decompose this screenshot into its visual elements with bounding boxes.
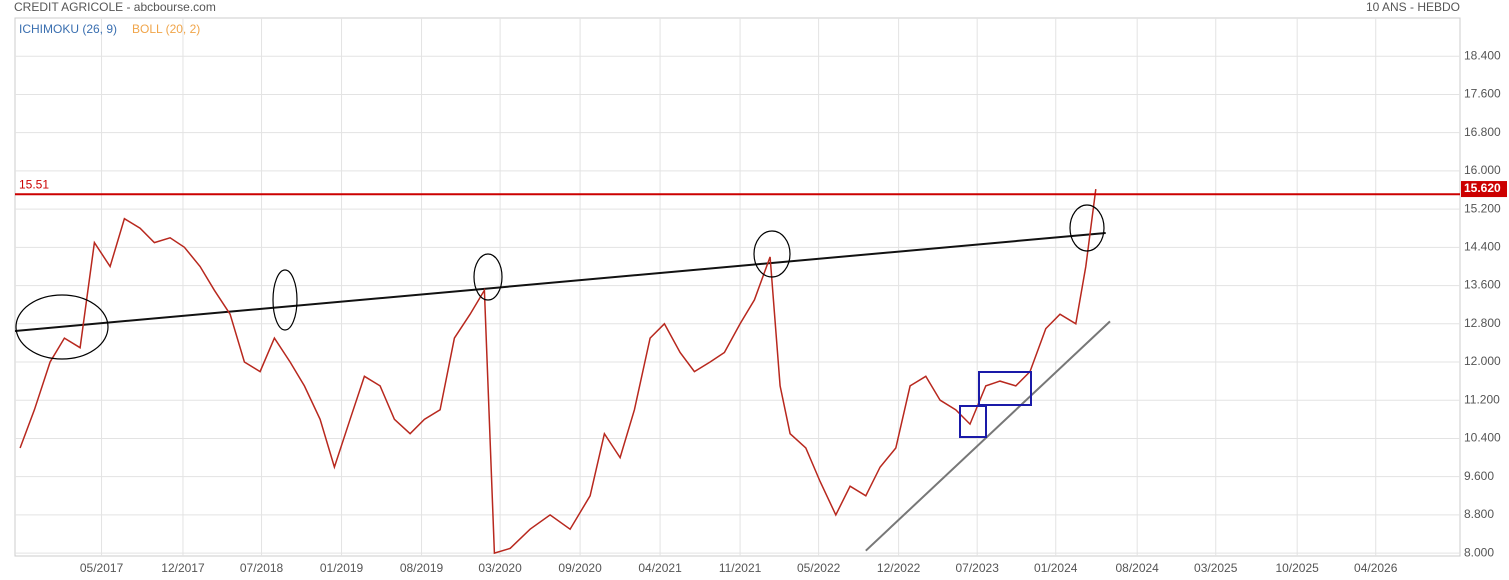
y-tick-label: 11.200 bbox=[1464, 392, 1500, 406]
x-tick-label: 01/2024 bbox=[1034, 561, 1078, 575]
plot-area bbox=[14, 17, 1461, 557]
last-value-box bbox=[1461, 181, 1507, 198]
legend-entry: ICHIMOKU (26, 9) bbox=[19, 22, 117, 36]
x-tick-label: 07/2023 bbox=[955, 561, 999, 575]
annotation-circle bbox=[15, 294, 109, 360]
chart-subtitle: 10 ANS - HEBDO bbox=[1366, 0, 1460, 14]
y-tick-label: 12.800 bbox=[1464, 316, 1501, 330]
chart-title: CREDIT AGRICOLE - abcbourse.com bbox=[14, 0, 216, 14]
x-tick-label: 04/2021 bbox=[638, 561, 682, 575]
y-tick-label: 9.600 bbox=[1464, 469, 1494, 483]
y-tick-label: 15.200 bbox=[1464, 201, 1501, 215]
x-tick-label: 01/2019 bbox=[320, 561, 364, 575]
y-tick-label: 16.800 bbox=[1464, 125, 1501, 139]
annotation-circle bbox=[1069, 204, 1105, 252]
annotation-circle bbox=[753, 230, 791, 278]
y-tick-label: 10.400 bbox=[1464, 431, 1501, 445]
y-tick-label: 17.600 bbox=[1464, 87, 1501, 101]
x-tick-label: 05/2017 bbox=[80, 561, 124, 575]
y-tick-label: 8.800 bbox=[1464, 507, 1494, 521]
legend-entry: BOLL (20, 2) bbox=[132, 22, 200, 36]
annotation-box bbox=[959, 405, 987, 438]
x-tick-label: 10/2025 bbox=[1275, 561, 1319, 575]
annotation-circle bbox=[272, 269, 298, 331]
trend-line bbox=[15, 232, 1106, 332]
x-tick-label: 11/2021 bbox=[719, 561, 762, 575]
trend-line bbox=[865, 320, 1111, 552]
annotation-circle bbox=[473, 253, 503, 301]
x-tick-label: 08/2024 bbox=[1115, 561, 1159, 575]
x-tick-label: 08/2019 bbox=[400, 561, 444, 575]
x-tick-label: 05/2022 bbox=[797, 561, 841, 575]
y-tick-label: 16.000 bbox=[1464, 163, 1501, 177]
x-tick-label: 09/2020 bbox=[558, 561, 602, 575]
x-tick-label: 12/2017 bbox=[161, 561, 205, 575]
y-tick-label: 8.000 bbox=[1464, 545, 1494, 559]
x-tick-label: 12/2022 bbox=[877, 561, 921, 575]
y-tick-label: 14.400 bbox=[1464, 240, 1501, 254]
annotation-box bbox=[978, 371, 1032, 406]
y-tick-label: 13.600 bbox=[1464, 278, 1501, 292]
x-tick-label: 04/2026 bbox=[1354, 561, 1398, 575]
y-tick-label: 12.000 bbox=[1464, 354, 1501, 368]
y-tick-label: 18.400 bbox=[1464, 48, 1501, 62]
x-tick-label: 07/2018 bbox=[240, 561, 284, 575]
reference-label: 15.51 bbox=[19, 177, 49, 191]
last-value-label: 15.620 bbox=[1464, 181, 1501, 195]
x-tick-label: 03/2020 bbox=[478, 561, 522, 575]
price-line bbox=[19, 189, 1097, 555]
x-tick-label: 03/2025 bbox=[1194, 561, 1238, 575]
